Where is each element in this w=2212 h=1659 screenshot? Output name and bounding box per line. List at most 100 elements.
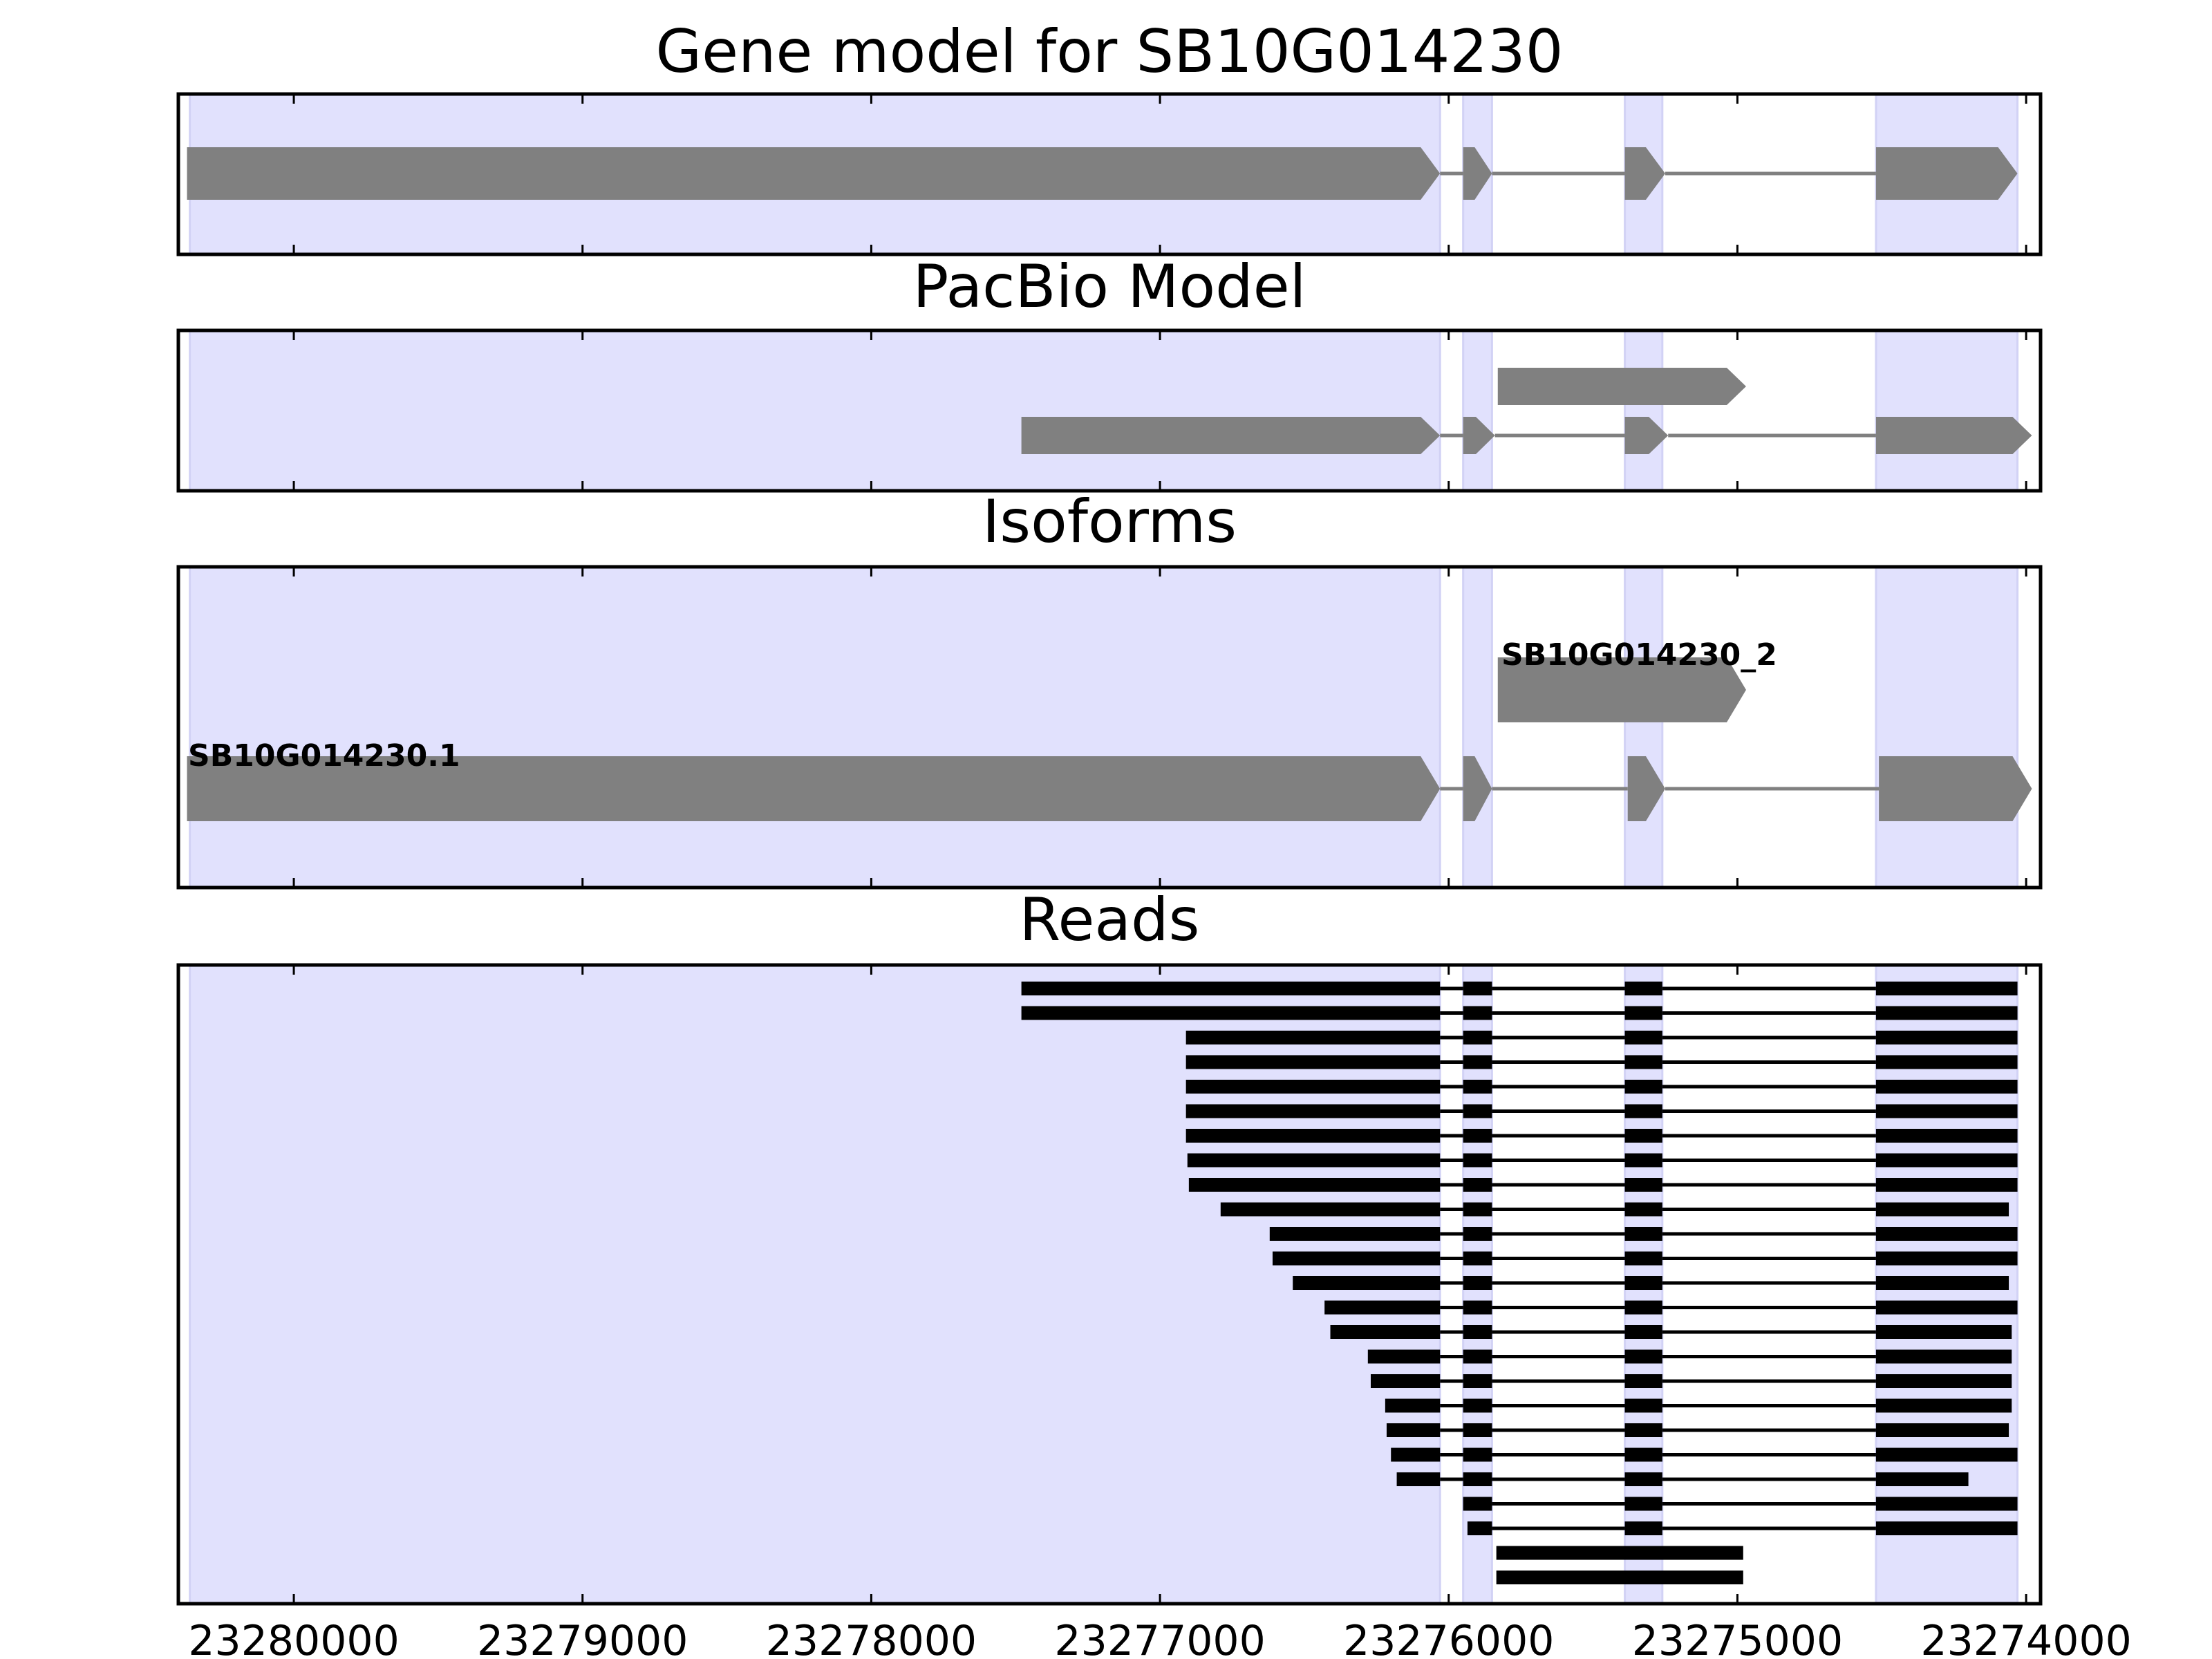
read-exon [1463, 1178, 1492, 1192]
read-exon [1467, 1521, 1492, 1535]
read-exon [1875, 1031, 2018, 1044]
pacbio-exon [1021, 417, 1441, 454]
reads-panel [176, 963, 2043, 1606]
read-exon [1293, 1276, 1441, 1290]
read-exon [1875, 1080, 2018, 1094]
read-exon [1463, 1080, 1492, 1094]
isoform-exon [1463, 756, 1492, 821]
isoform-exon [1879, 756, 2032, 821]
read-exon [1185, 1104, 1441, 1118]
pacbio-exon [1463, 417, 1495, 454]
read-exon [1624, 1129, 1662, 1143]
read-exon [1624, 1251, 1662, 1266]
read-exon [1386, 1423, 1441, 1437]
read-exon [1875, 1276, 2009, 1290]
read-exon [1463, 1447, 1492, 1462]
read-exon [1624, 1104, 1662, 1118]
x-tick-label: 23276000 [1343, 1617, 1554, 1659]
isoforms-panel [176, 565, 2043, 890]
x-axis-labels: 23280000 23279000 23278000 23277000 23276000… [188, 1617, 2131, 1659]
isoform-exon [1627, 756, 1666, 821]
read-exon [1463, 1276, 1492, 1290]
read-exon [1463, 1055, 1492, 1069]
read-exon [1875, 1227, 2018, 1241]
x-tick-label: 23280000 [188, 1617, 399, 1659]
read-exon [1463, 1300, 1492, 1315]
read-exon [1463, 1423, 1492, 1437]
read-exon [1367, 1349, 1441, 1364]
read-exon [1463, 1398, 1492, 1413]
read-exon [1324, 1300, 1441, 1315]
exon-shade-region [1875, 329, 2019, 492]
isoform-label-2: SB10G014230_2 [1501, 637, 1777, 673]
read-exon [1463, 1325, 1492, 1339]
reads-title: Reads [1020, 885, 1200, 955]
isoforms-title: Isoforms [982, 487, 1237, 556]
read-exon [1875, 1447, 2018, 1462]
read-exon [1463, 1472, 1492, 1486]
exon-shade-region [189, 565, 1441, 889]
read-exon [1624, 1055, 1662, 1069]
read-exon [1188, 1178, 1441, 1192]
read-exon [1463, 1202, 1492, 1217]
x-tick-label: 23277000 [1054, 1617, 1265, 1659]
read-exon [1624, 1349, 1662, 1364]
read-exon [1220, 1202, 1441, 1217]
read-exon [1875, 1104, 2018, 1118]
read-exon [1021, 1006, 1441, 1020]
read-exon [1624, 1202, 1662, 1217]
read-exon [1875, 982, 2018, 995]
read-exon [1624, 1423, 1662, 1437]
read-exon [1875, 1325, 2012, 1339]
read-exon [1875, 1423, 2009, 1437]
read-exon [1875, 1251, 2018, 1266]
gene-model-exon [1463, 147, 1492, 200]
pacbio-model-title: PacBio Model [912, 252, 1306, 321]
read-exon [1875, 1129, 2018, 1143]
read-exon [1496, 1571, 1743, 1584]
read-exon [1624, 1006, 1662, 1020]
isoform-exon [187, 756, 1441, 821]
read-exon [1463, 1497, 1492, 1511]
read-exon [1463, 1374, 1492, 1388]
read-exon [1624, 1521, 1662, 1535]
read-exon [1496, 1546, 1743, 1560]
read-exon [1396, 1472, 1441, 1486]
read-exon [1875, 1153, 2018, 1168]
read-exon [1624, 1276, 1662, 1290]
read-exon [1370, 1374, 1441, 1388]
read-exon [1463, 1104, 1492, 1118]
exon-shade-region [1624, 329, 1664, 492]
read-exon [1185, 1055, 1441, 1069]
read-exon [1875, 1374, 2012, 1388]
read-exon [1187, 1153, 1441, 1168]
read-exon [1875, 1300, 2018, 1315]
exon-shade-region [189, 329, 1441, 492]
read-exon [1875, 1349, 2012, 1364]
read-exon [1463, 1349, 1492, 1364]
read-exon [1463, 1129, 1492, 1143]
read-exon [1875, 1178, 2018, 1192]
gene-model-panel [176, 92, 2043, 256]
read-exon [1185, 1031, 1441, 1044]
read-exon [1021, 982, 1441, 995]
read-exon [1330, 1325, 1441, 1339]
gene-model-title: Gene model for SB10G014230 [656, 17, 1564, 86]
exon-shade-region [1462, 329, 1493, 492]
exon-shade-region [1462, 565, 1493, 889]
read-exon [1624, 1227, 1662, 1241]
read-exon [1875, 1472, 1969, 1486]
read-exon [1624, 982, 1662, 995]
gene-model-exon [1624, 147, 1666, 200]
read-exon [1624, 1374, 1662, 1388]
read-exon [1624, 1300, 1662, 1315]
read-exon [1463, 1006, 1492, 1020]
read-exon [1875, 1202, 2009, 1217]
read-exon [1463, 1153, 1492, 1168]
pacbio-exon [1497, 368, 1746, 405]
read-exon [1463, 982, 1492, 995]
read-exon [1624, 1472, 1662, 1486]
read-exon [1185, 1080, 1441, 1094]
read-exon [1875, 1006, 2018, 1020]
read-exon [1875, 1398, 2012, 1413]
